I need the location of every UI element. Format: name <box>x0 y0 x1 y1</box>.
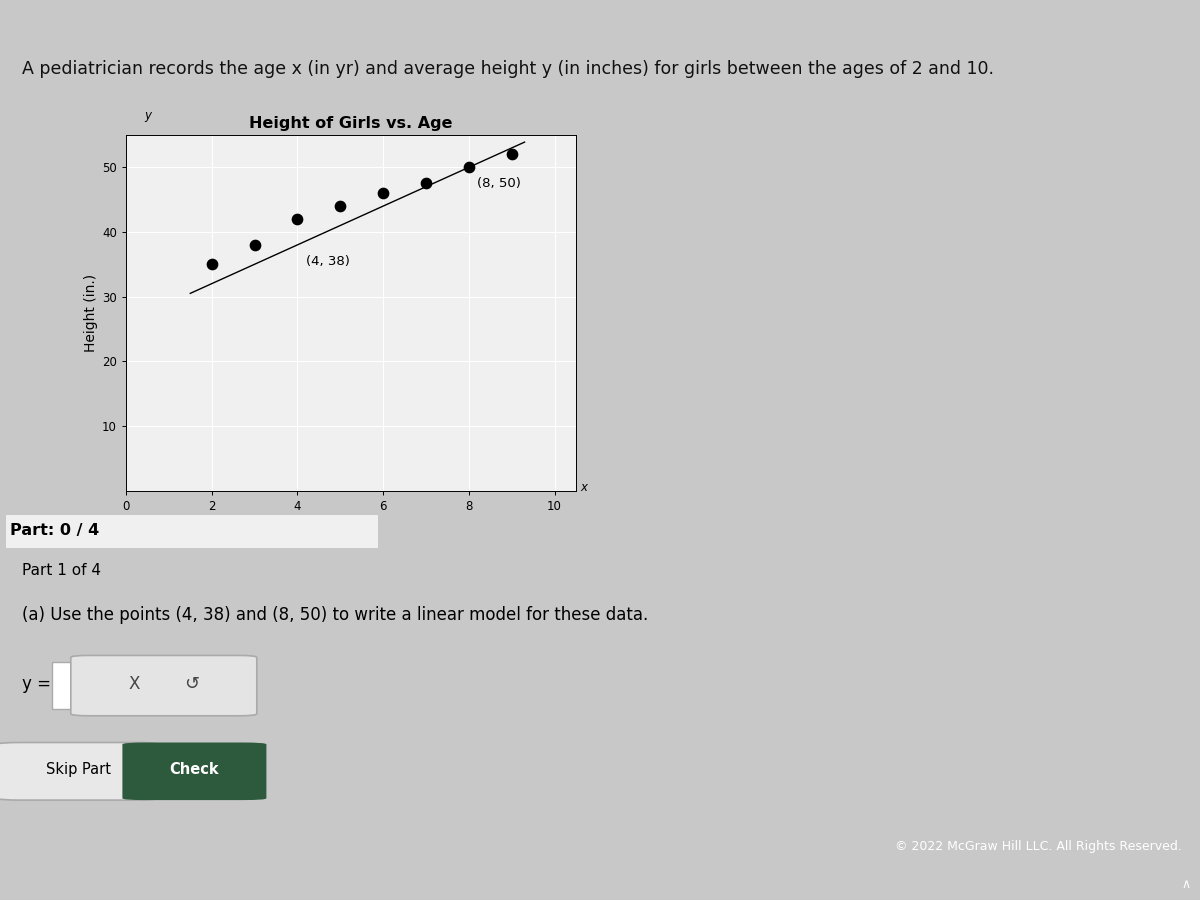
Point <box>502 148 521 162</box>
Text: (a) Use the points (4, 38) and (8, 50) to write a linear model for these data.: (a) Use the points (4, 38) and (8, 50) t… <box>22 607 648 625</box>
Text: A pediatrician records the age x (in yr) and average height y (in inches) for gi: A pediatrician records the age x (in yr)… <box>22 59 994 78</box>
Point <box>416 176 436 191</box>
Point <box>245 238 264 252</box>
Text: y =: y = <box>22 675 50 693</box>
X-axis label: Age(yr): Age(yr) <box>325 517 377 531</box>
Text: (8, 50): (8, 50) <box>478 177 521 190</box>
FancyBboxPatch shape <box>52 662 90 709</box>
Text: X: X <box>128 675 140 693</box>
Text: ↺: ↺ <box>185 675 199 693</box>
Text: y: y <box>144 109 151 122</box>
Text: Part: 0 / 4: Part: 0 / 4 <box>10 524 98 538</box>
Text: Part 1 of 4: Part 1 of 4 <box>22 563 101 578</box>
FancyBboxPatch shape <box>122 742 266 800</box>
FancyBboxPatch shape <box>6 515 378 547</box>
Point <box>460 160 479 175</box>
Text: © 2022 McGraw Hill LLC. All Rights Reserved.: © 2022 McGraw Hill LLC. All Rights Reser… <box>895 841 1182 853</box>
Text: ∧: ∧ <box>1181 878 1190 891</box>
Text: x: x <box>581 481 587 494</box>
Y-axis label: Height (in.): Height (in.) <box>84 274 98 352</box>
Point <box>373 186 392 201</box>
Text: Skip Part: Skip Part <box>46 762 110 777</box>
Point <box>331 199 350 213</box>
FancyBboxPatch shape <box>71 655 257 716</box>
Point <box>202 257 221 272</box>
Point <box>288 212 307 226</box>
Text: (4, 38): (4, 38) <box>306 255 350 267</box>
Title: Height of Girls vs. Age: Height of Girls vs. Age <box>250 116 452 131</box>
Text: Check: Check <box>169 762 220 777</box>
FancyBboxPatch shape <box>0 742 157 800</box>
